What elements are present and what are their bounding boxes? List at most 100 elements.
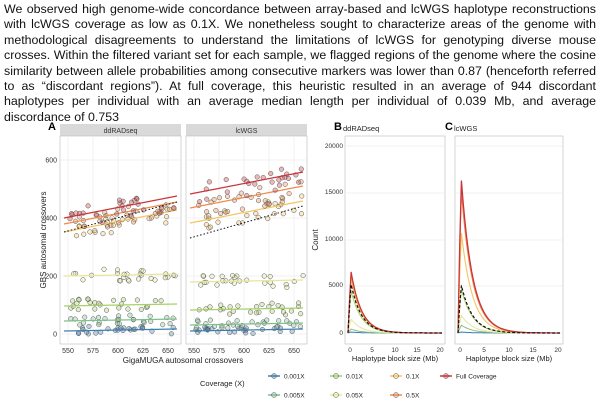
b-ytick-15000: 15000	[325, 189, 343, 196]
scatter-point	[244, 212, 250, 219]
scatter-point	[235, 303, 241, 309]
scatter-point	[121, 271, 127, 277]
legend-item-label: 0.5X	[406, 393, 420, 400]
legend-item-label: 0.01X	[346, 374, 364, 381]
legend-key-point	[393, 373, 399, 379]
scatter-point	[262, 198, 268, 204]
scatter-point	[138, 268, 144, 274]
scatter-point	[101, 266, 107, 272]
scatter-point	[276, 318, 282, 324]
scatter-point	[136, 276, 142, 282]
scatter-point	[70, 298, 76, 304]
scatter-point	[168, 331, 174, 337]
panel-c-letter: C	[445, 121, 453, 133]
scatter-point	[257, 185, 263, 191]
scatter-point	[219, 325, 225, 331]
scatter-point	[119, 301, 125, 307]
trend-line	[189, 171, 304, 195]
scatter-point	[75, 307, 81, 313]
a2-xtick-575: 575	[213, 348, 225, 355]
scatter-point	[219, 273, 225, 279]
scatter-point	[194, 317, 201, 323]
a-ytick-400: 400	[45, 216, 57, 223]
scatter-point	[255, 214, 261, 220]
scatter-point	[73, 210, 79, 216]
scatter-point	[282, 312, 289, 318]
scatter-point	[116, 316, 122, 322]
scatter-point	[262, 203, 268, 209]
scatter-point	[209, 273, 215, 279]
scatter-point	[284, 284, 290, 290]
scatter-point	[92, 306, 98, 312]
trend-line	[63, 328, 178, 332]
scatter-point	[171, 205, 177, 211]
scatter-point	[104, 224, 111, 230]
scatter-point	[138, 306, 144, 312]
scatter-point	[207, 317, 213, 323]
scatter-point	[201, 279, 208, 285]
scatter-point	[166, 206, 172, 212]
scatter-point	[253, 310, 259, 316]
scatter-point	[269, 308, 275, 314]
a2-xtick-600: 600	[238, 348, 250, 355]
b-xtick-20: 20	[436, 347, 444, 354]
scatter-point	[268, 170, 274, 177]
a1-xtick-575: 575	[87, 348, 99, 355]
scatter-point	[291, 322, 297, 329]
scatter-point	[85, 296, 91, 302]
scatter-point	[103, 307, 110, 313]
scatter-point	[288, 308, 294, 314]
scatter-point	[206, 225, 212, 231]
scatter-point	[227, 304, 233, 310]
scatter-point	[244, 277, 250, 283]
facet-label-ddradseq: ddRADseq	[104, 128, 138, 135]
legend-item-label: 0.001X	[284, 374, 305, 381]
facet-label-lcwgs: lcWGS	[236, 128, 258, 135]
scatter-point	[264, 317, 270, 323]
scatter-point	[158, 209, 164, 216]
scatter-point	[274, 324, 280, 330]
scatter-point	[134, 297, 140, 303]
scatter-point	[218, 302, 224, 308]
a-ytick-600: 600	[45, 158, 57, 165]
scatter-point	[298, 166, 304, 172]
legend-key-point	[333, 373, 339, 379]
scatter-point	[80, 277, 86, 283]
c-xtick-20: 20	[554, 347, 562, 354]
scatter-point	[282, 181, 288, 187]
scatter-point	[160, 322, 166, 328]
trend-line	[189, 322, 304, 326]
scatter-point	[204, 209, 210, 215]
scatter-point	[247, 309, 254, 315]
trend-line	[189, 185, 304, 209]
scatter-point	[116, 197, 123, 203]
scatter-point	[284, 318, 290, 324]
scatter-point	[114, 211, 120, 217]
scatter-point	[234, 318, 240, 324]
a-xlabel: GigaMUGA autosomal crossovers	[123, 356, 244, 365]
a1-xtick-550: 550	[62, 348, 74, 355]
scatter-point	[116, 321, 122, 327]
scatter-point	[116, 305, 122, 311]
panel-a-data	[63, 166, 306, 337]
scatter-point	[239, 206, 245, 212]
scatter-point	[167, 321, 173, 327]
scatter-point	[227, 311, 233, 317]
scatter-point	[197, 199, 203, 205]
trend-line	[63, 318, 178, 322]
scatter-point	[93, 330, 99, 336]
scatter-point	[86, 323, 92, 329]
scatter-point	[291, 207, 297, 213]
scatter-point	[250, 330, 256, 337]
scatter-point	[270, 283, 276, 289]
scatter-point	[162, 275, 168, 281]
a1-xtick-600: 600	[112, 348, 124, 355]
legend-item-label: 0.005X	[284, 393, 305, 400]
legend-title: Coverage (X)	[200, 379, 245, 388]
scatter-point	[126, 278, 132, 284]
scatter-point	[141, 319, 147, 325]
scatter-point	[269, 179, 275, 185]
b-xtick-5: 5	[370, 347, 374, 354]
scatter-point	[255, 322, 261, 328]
trend-line	[189, 200, 304, 224]
